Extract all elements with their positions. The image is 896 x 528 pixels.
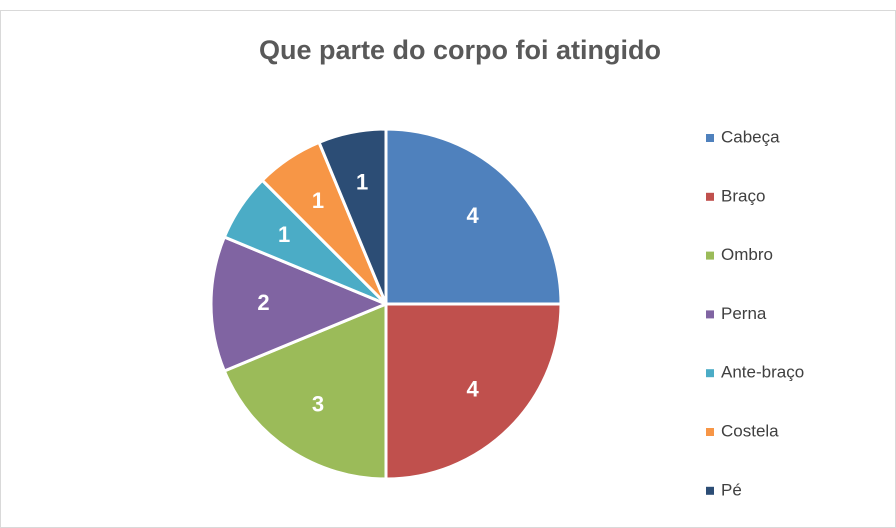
data-label: 4: [466, 203, 479, 228]
legend-swatch: [706, 251, 714, 260]
legend-swatch: [706, 134, 714, 142]
data-label: 1: [356, 170, 368, 195]
data-label: 1: [312, 188, 324, 213]
legend-label: Pé: [721, 480, 742, 499]
pie-slice: [209, 235, 390, 373]
pie-slice: [384, 302, 563, 481]
legend-label: Ombro: [721, 245, 773, 264]
pie-slice: [317, 127, 388, 305]
legend-label: Braço: [721, 186, 765, 205]
data-label: 3: [312, 392, 324, 417]
legend-label: Perna: [721, 304, 767, 323]
legend-swatch: [706, 428, 714, 436]
legend-swatch: [706, 192, 714, 201]
data-label: 4: [466, 376, 479, 401]
legend-label: Ante-braço: [721, 363, 804, 382]
legend-label: Cabeça: [721, 127, 780, 146]
data-label: 1: [278, 222, 290, 247]
legend-label: Costela: [721, 421, 779, 440]
data-label: 2: [257, 290, 269, 315]
pie-slice: [222, 301, 388, 481]
legend-swatch: [706, 310, 714, 319]
chart-title: Que parte do corpo foi atingido: [259, 35, 661, 65]
legend-swatch: [706, 486, 714, 495]
legend-swatch: [706, 369, 714, 378]
pie-slice: [384, 127, 563, 306]
